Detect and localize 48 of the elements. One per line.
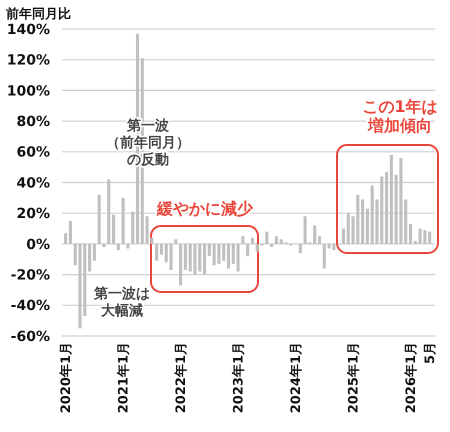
y-tick-label: 20% [16,206,50,222]
bar [122,198,125,244]
y-tick-label: 40% [16,175,50,192]
bar [92,244,96,261]
x-tick-label: 2020年1月 [59,342,74,414]
annotation: 緩やかに減少 [156,199,254,218]
bar [64,233,68,244]
annotation: の反動 [127,151,169,168]
bar [270,244,274,247]
bar [332,244,336,250]
bar [155,244,158,261]
annotation: 大幅減 [101,303,143,319]
bar [246,244,250,256]
bar [179,244,182,286]
y-tick-label: 140% [6,22,50,38]
y-tick-label: -60% [10,328,50,345]
bar [116,244,120,250]
y-tick-label: 60% [16,144,50,161]
y-tick-label: -20% [10,268,50,284]
bar [250,238,254,244]
y-tick-label: 100% [6,83,50,100]
bar [298,244,302,254]
x-tick-label: 2023年1月 [232,342,247,414]
annotation: 増加傾向 [367,116,432,135]
y-tick-label: -40% [10,298,50,314]
annotation: 第一波は [93,286,150,302]
x-tick-label: 2022年1月 [174,342,190,414]
bar [304,216,307,244]
bar [241,236,244,244]
bar [68,220,72,244]
x-tick-label: 5月 [423,342,438,364]
bar [150,238,154,244]
y-tick-label: 0% [26,236,50,253]
annotation: この1年は [362,97,438,116]
y-tick-label: 80% [16,114,50,130]
y-axis-title: 前年同月比 [5,7,71,22]
x-tick-label: 2025年1月 [346,342,362,414]
bar [102,244,106,247]
x-tick-label: 2026年1月 [404,342,420,414]
bar [265,232,268,244]
bar [126,244,130,249]
x-tick-label: 2021年1月 [116,342,132,414]
annotation: （前年同月） [106,135,190,151]
annotation: 第一波 [126,118,169,134]
y-tick-label: 120% [6,52,50,69]
bar [174,239,178,244]
bar [98,194,101,244]
x-tick-label: 2024年1月 [289,342,304,414]
